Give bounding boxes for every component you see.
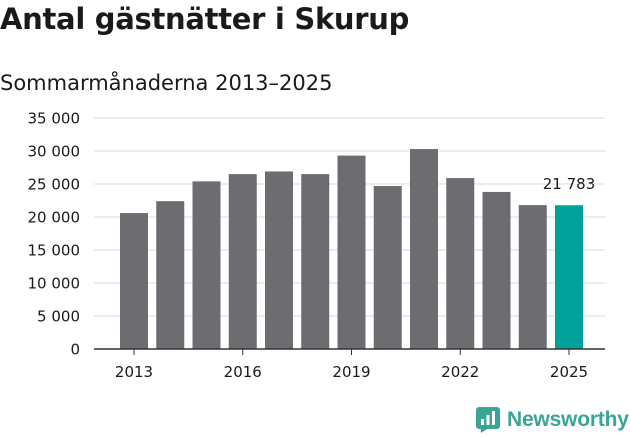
bar-2020 (373, 185, 402, 349)
x-tick-label: 2019 (332, 363, 370, 381)
bar-2025 (555, 205, 583, 349)
x-tick-label: 2022 (441, 363, 479, 381)
bar-2015 (192, 181, 221, 349)
y-tick-label: 35 000 (28, 110, 81, 128)
bar-2018 (301, 174, 330, 349)
x-tick-label: 2016 (224, 363, 262, 381)
y-tick-label: 25 000 (28, 176, 81, 194)
x-tick-label: 2025 (550, 363, 588, 381)
brand-name: Newsworthy (507, 408, 629, 431)
axes (94, 348, 605, 355)
bar-2023 (482, 191, 511, 349)
bar-2021 (410, 149, 438, 349)
bar-2017 (265, 171, 293, 349)
bars (120, 149, 583, 349)
y-tick-label: 0 (70, 341, 80, 359)
y-tick-label: 20 000 (28, 209, 81, 227)
newsworthy-brand: Newsworthy (476, 407, 629, 433)
y-tick-label: 15 000 (28, 242, 81, 260)
bar-2022 (446, 178, 475, 349)
chart-subtitle: Sommarmånaderna 2013–2025 (0, 71, 333, 95)
y-tick-label: 5 000 (37, 308, 80, 326)
newsworthy-logo-icon (476, 407, 500, 433)
x-tick-label: 2013 (115, 363, 153, 381)
bar-2019 (337, 155, 366, 349)
bar-2016 (228, 174, 257, 349)
bar-2013 (120, 213, 148, 349)
labels: 0 5 000 10 000 15 000 20 000 25 000 30 000 35 0… (28, 110, 596, 382)
data-label-2025: 21 783 (543, 175, 596, 193)
bar-2014 (156, 201, 185, 349)
bar-2024 (518, 205, 547, 349)
chart-title: Antal gästnätter i Skurup (0, 2, 410, 36)
y-tick-label: 30 000 (28, 143, 81, 161)
y-tick-label: 10 000 (28, 275, 81, 293)
